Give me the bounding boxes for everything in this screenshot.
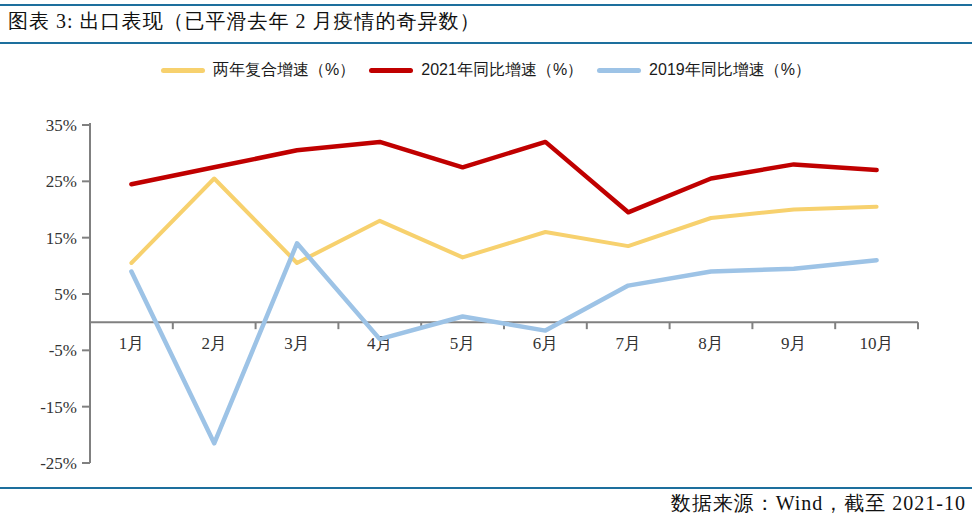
x-tick-label: 6月 — [533, 334, 559, 353]
x-tick-label: 5月 — [450, 334, 476, 353]
export-line-chart: 35%25%15%5%-5%-15%-25%1月2月3月4月5月6月7月8月9月… — [0, 0, 972, 517]
y-tick-label: 15% — [46, 229, 77, 248]
series-line-1 — [131, 142, 876, 212]
y-tick-label: -5% — [49, 341, 77, 360]
report-figure: 图表 3: 出口表现（已平滑去年 2 月疫情的奇异数） 两年复合增速（%） 20… — [0, 0, 972, 517]
x-tick-label: 9月 — [781, 334, 807, 353]
series-line-2 — [131, 243, 876, 443]
y-tick-label: -15% — [40, 398, 77, 417]
x-tick-label: 10月 — [860, 334, 894, 353]
y-tick-label: -25% — [40, 454, 77, 473]
x-tick-label: 3月 — [284, 334, 310, 353]
x-tick-label: 1月 — [119, 334, 145, 353]
x-tick-label: 7月 — [615, 334, 641, 353]
series-line-0 — [131, 179, 876, 264]
y-tick-label: 25% — [46, 172, 77, 191]
x-tick-label: 8月 — [698, 334, 724, 353]
data-source-note: 数据来源：Wind，截至 2021-10 — [671, 490, 966, 517]
bottom-divider — [0, 487, 972, 489]
x-tick-label: 2月 — [201, 334, 227, 353]
y-tick-label: 5% — [54, 285, 77, 304]
y-tick-label: 35% — [46, 116, 77, 135]
